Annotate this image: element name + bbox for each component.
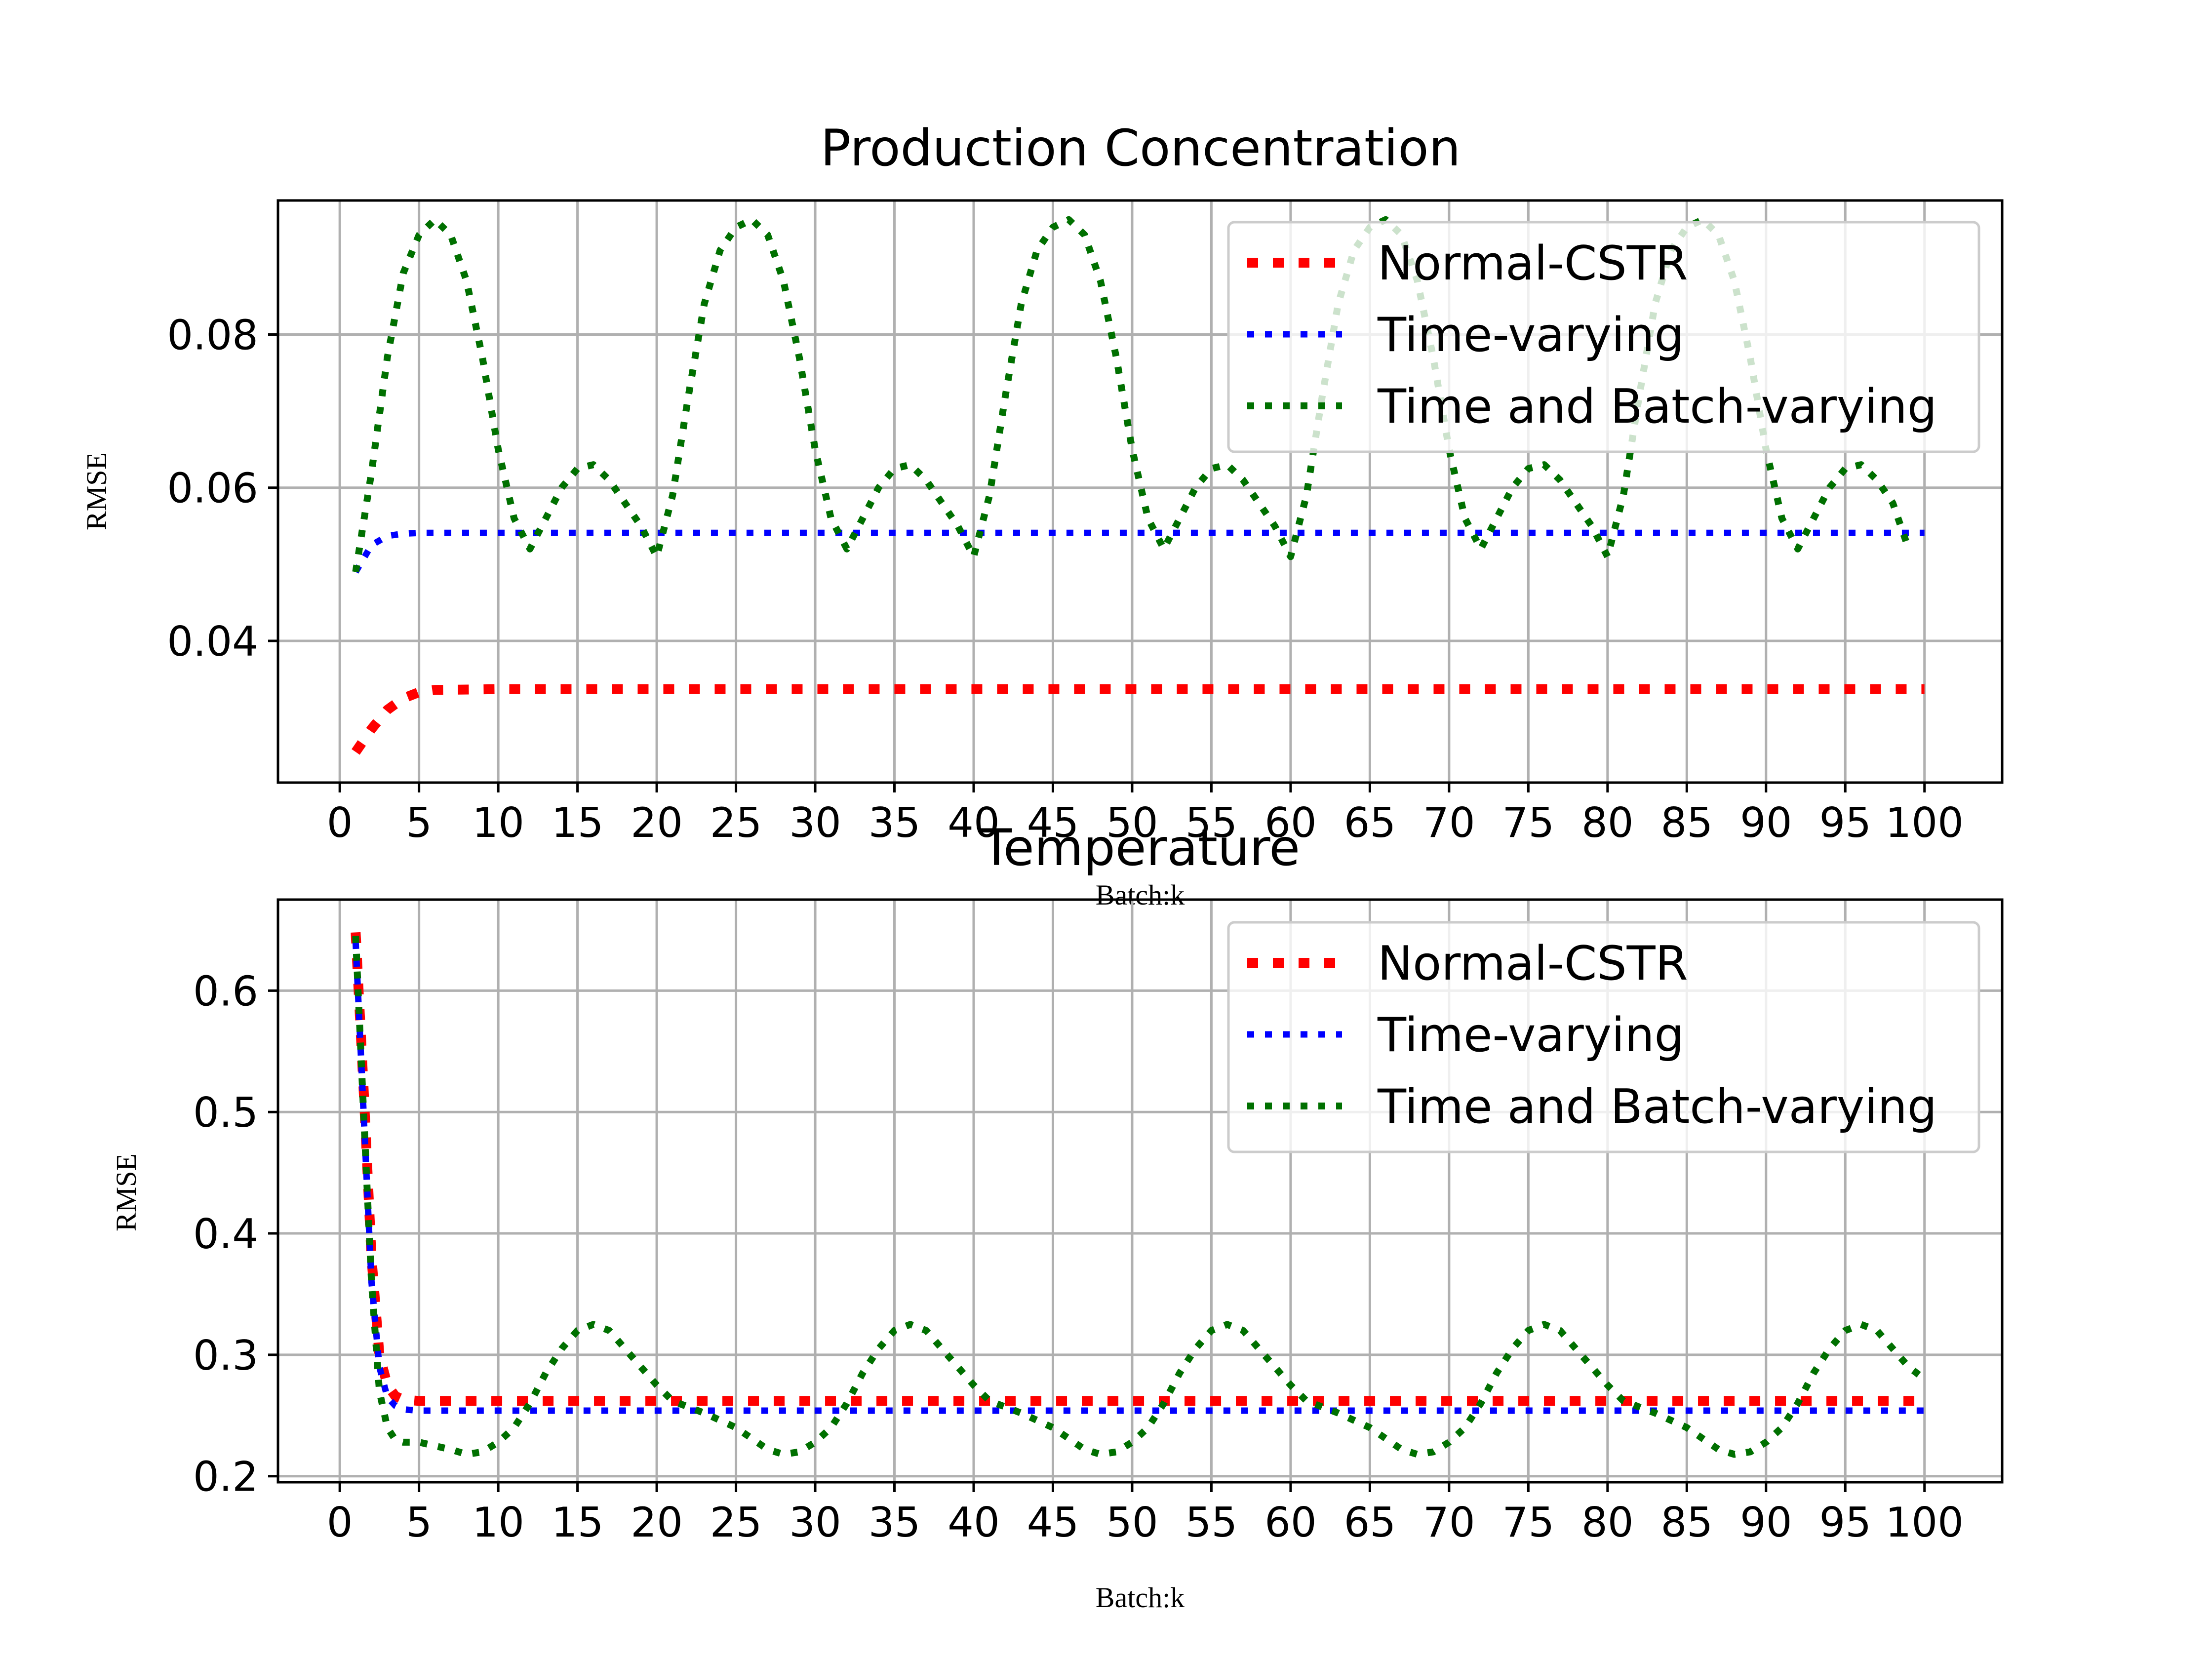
legend: Normal-CSTR Time-varying Time and Batch-va…	[1227, 921, 1980, 1153]
x-tick-label: 0	[327, 1499, 353, 1546]
legend: Normal-CSTR Time-varying Time and Batch-va…	[1227, 221, 1980, 453]
x-axis-label: Batch:k	[1096, 879, 1185, 911]
x-tick-label: 85	[1660, 799, 1713, 847]
x-tick-label: 45	[1027, 799, 1079, 847]
x-tick-label: 55	[1185, 799, 1238, 847]
subplot-title: Production Concentration	[821, 119, 1461, 178]
x-tick-label: 5	[406, 1499, 432, 1546]
x-tick-label: 80	[1581, 1499, 1634, 1546]
x-tick-label: 10	[472, 799, 524, 847]
x-tick-label: 60	[1264, 1499, 1317, 1546]
x-tick-label: 10	[472, 1499, 524, 1546]
x-tick-label: 75	[1502, 799, 1555, 847]
x-tick-label: 55	[1185, 1499, 1238, 1546]
x-tick-label: 75	[1502, 1499, 1555, 1546]
legend-entry-label: Time and Batch-varying	[1377, 1080, 1937, 1134]
x-tick-label: 25	[710, 799, 762, 847]
x-tick-label: 0	[327, 799, 353, 847]
x-tick-label: 40	[948, 799, 1000, 847]
subplot-temperature: Temperature 0 5 10 15 20 25 30 35 40 45 50 55 60 65 70…	[110, 819, 2004, 1614]
x-tick-label: 20	[631, 1499, 683, 1546]
x-tick-label: 80	[1581, 799, 1634, 847]
x-tick-label: 25	[710, 1499, 762, 1546]
axis-ticks: 0 5 10 15 20 25 30 35 40 45 50 55 60 65 70 75 80 85 90 95 10…	[193, 967, 1964, 1546]
y-tick-label: 0.06	[167, 465, 258, 513]
series-line-time-varying	[353, 529, 1925, 574]
x-tick-label: 50	[1106, 799, 1158, 847]
x-tick-label: 30	[789, 799, 841, 847]
subplot-title: Temperature	[981, 819, 1300, 877]
x-tick-label: 45	[1027, 1499, 1079, 1546]
axes-frame	[276, 898, 2004, 1484]
y-tick-label: 0.04	[167, 618, 258, 666]
axes-frame	[276, 199, 2004, 784]
x-tick-label: 95	[1819, 1499, 1871, 1546]
x-tick-label: 15	[552, 799, 604, 847]
axis-ticks: 0 5 10 15 20 25 30 35 40 45 50 55 60 65 70 75 80 85 90 95 10…	[167, 311, 1964, 847]
x-tick-label: 65	[1344, 1499, 1396, 1546]
y-tick-label: 0.5	[193, 1089, 258, 1137]
x-tick-label: 90	[1740, 799, 1792, 847]
x-tick-label: 85	[1660, 1499, 1713, 1546]
x-tick-label: 35	[869, 799, 921, 847]
series-line-time-and-batch-varying	[352, 936, 1927, 1458]
x-tick-label: 95	[1819, 799, 1871, 847]
x-tick-label: 100	[1886, 1499, 1964, 1546]
y-tick-label: 0.2	[193, 1453, 258, 1501]
y-axis-label: RMSE	[80, 452, 113, 530]
y-tick-label: 0.4	[193, 1210, 258, 1258]
y-tick-label: 0.08	[167, 311, 258, 359]
y-tick-label: 0.3	[193, 1332, 258, 1380]
y-tick-label: 0.6	[193, 967, 258, 1015]
legend-entry-label: Time-varying	[1377, 308, 1684, 362]
x-tick-label: 35	[869, 1499, 921, 1546]
x-tick-label: 100	[1886, 799, 1964, 847]
x-tick-label: 70	[1423, 1499, 1475, 1546]
subplot-production-concentration: Production Concentration 0 5 10 15 20 25 30 35 4…	[80, 119, 2004, 911]
plot-series	[351, 932, 1927, 1458]
legend-entry-label: Time-varying	[1377, 1008, 1684, 1063]
x-tick-label: 30	[789, 1499, 841, 1546]
x-axis-label: Batch:k	[1096, 1581, 1185, 1614]
legend-box	[1227, 921, 1980, 1153]
x-tick-label: 5	[406, 799, 432, 847]
series-line-time-varying	[352, 942, 1925, 1414]
x-tick-label: 70	[1423, 799, 1475, 847]
x-tick-label: 40	[948, 1499, 1000, 1546]
x-tick-label: 60	[1264, 799, 1317, 847]
x-tick-label: 90	[1740, 1499, 1792, 1546]
legend-box	[1227, 221, 1980, 453]
legend-entry-label: Normal-CSTR	[1378, 937, 1688, 991]
legend-entry-label: Time and Batch-varying	[1377, 380, 1937, 434]
x-tick-label: 50	[1106, 1499, 1158, 1546]
series-line-normal-cstr	[351, 932, 1925, 1406]
x-tick-label: 65	[1344, 799, 1396, 847]
x-tick-label: 15	[552, 1499, 604, 1546]
legend-entry-label: Normal-CSTR	[1378, 237, 1688, 291]
y-axis-label: RMSE	[110, 1153, 142, 1231]
x-tick-label: 20	[631, 799, 683, 847]
